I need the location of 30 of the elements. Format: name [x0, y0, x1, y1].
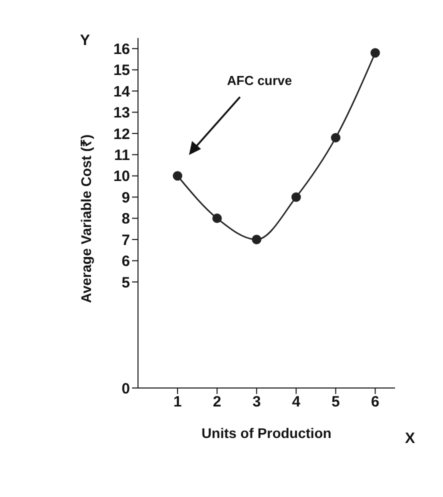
y-tick-label: 12: [113, 126, 130, 143]
x-tick-label: 4: [292, 394, 301, 411]
x-axis-title: Units of Production: [202, 425, 332, 441]
y-axis-title: Average Variable Cost (₹): [78, 134, 94, 303]
y-tick-label: 9: [122, 189, 130, 206]
text: X: [405, 430, 416, 447]
y-tick-label: 7: [122, 232, 130, 249]
y-tick-label: 6: [122, 253, 130, 270]
x-tick-label: 2: [212, 394, 222, 411]
y-tick-label: 16: [113, 40, 130, 58]
annotation: AFC curve: [227, 73, 292, 88]
y-tick-label: 13: [113, 104, 130, 122]
point: [291, 192, 301, 202]
y-tick-label: 8: [122, 210, 130, 228]
y-tick-label: 14: [113, 83, 131, 100]
x-tick-label: 3: [252, 394, 261, 411]
y-tick-label: 15: [113, 62, 130, 80]
x-tick-label: 6: [371, 394, 380, 411]
x-tick-label: 1: [173, 394, 182, 411]
point: [252, 234, 262, 244]
point: [172, 171, 182, 181]
y-tick-label: 5: [122, 274, 130, 292]
x-tick-label: 5: [332, 394, 340, 411]
point: [330, 132, 340, 142]
y-tick-label: 11: [114, 146, 130, 164]
y-tick-label: 0: [122, 380, 130, 398]
point: [212, 214, 222, 224]
text: Y: [80, 32, 90, 49]
y-tick-label: 10: [113, 168, 130, 186]
point: [370, 48, 380, 58]
